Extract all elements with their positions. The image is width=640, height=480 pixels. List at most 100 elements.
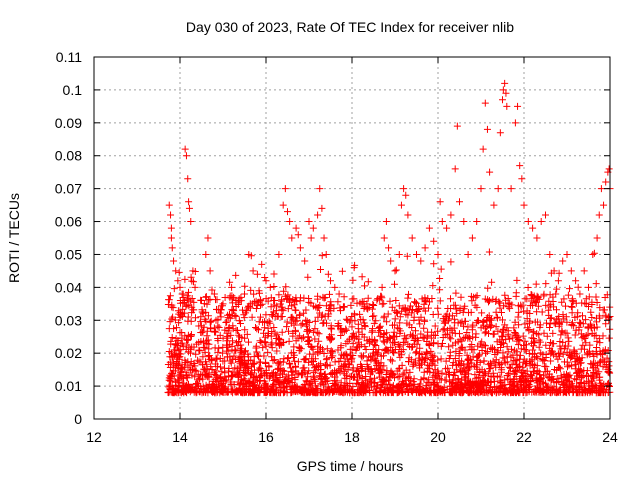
data-point — [187, 218, 195, 226]
data-point — [397, 201, 405, 209]
data-point — [320, 234, 328, 242]
data-point — [425, 224, 433, 232]
x-tick-label: 14 — [172, 429, 188, 445]
data-point — [286, 218, 294, 226]
data-point — [443, 224, 451, 232]
data-point — [516, 162, 524, 170]
data-point — [322, 250, 330, 258]
data-point — [486, 168, 494, 176]
x-axis-label: GPS time / hours — [297, 458, 404, 474]
data-point — [307, 234, 315, 242]
data-point — [554, 277, 562, 285]
data-point — [253, 270, 261, 278]
data-point — [481, 99, 489, 107]
data-point — [305, 218, 313, 226]
data-point — [483, 125, 491, 133]
data-point — [204, 234, 212, 242]
data-point — [176, 283, 184, 291]
data-point — [344, 316, 352, 324]
data-point — [490, 201, 498, 209]
data-point — [206, 267, 214, 275]
y-tick-label: 0.09 — [55, 115, 82, 131]
data-point — [453, 122, 461, 130]
data-point — [514, 102, 522, 110]
data-point — [456, 198, 463, 206]
y-axis-label: ROTI / TECUs — [6, 193, 22, 283]
data-point — [284, 208, 291, 216]
data-point — [165, 201, 173, 209]
data-point — [361, 343, 369, 351]
data-point — [316, 185, 324, 193]
data-point — [309, 224, 317, 232]
data-point — [542, 211, 549, 219]
y-tick-label: 0.05 — [55, 246, 82, 262]
x-tick-label: 18 — [344, 429, 360, 445]
y-tick-label: 0.02 — [55, 345, 82, 361]
data-point — [167, 211, 175, 219]
data-point — [327, 277, 334, 285]
data-point — [301, 257, 309, 265]
data-point — [436, 198, 444, 206]
data-point — [537, 218, 545, 226]
data-point — [597, 185, 605, 193]
data-point — [404, 211, 412, 219]
data-point — [576, 290, 584, 298]
data-point — [202, 250, 210, 258]
data-point — [460, 218, 468, 226]
data-point — [181, 145, 189, 153]
data-point — [180, 297, 188, 305]
y-tick-label: 0.06 — [55, 214, 82, 230]
x-tick-label: 20 — [430, 429, 446, 445]
data-point — [395, 250, 403, 258]
data-point — [335, 290, 343, 298]
data-point — [421, 244, 429, 252]
data-point — [279, 201, 287, 209]
data-point — [210, 290, 218, 298]
data-point — [219, 300, 227, 308]
data-point — [331, 283, 339, 291]
x-tick-label: 16 — [258, 429, 274, 445]
data-point — [595, 211, 603, 219]
data-point — [258, 260, 266, 268]
data-point — [189, 267, 197, 275]
data-point — [292, 224, 300, 232]
data-point — [438, 218, 446, 226]
data-point — [380, 234, 388, 242]
data-point — [185, 198, 193, 206]
data-point — [294, 231, 302, 239]
data-point — [378, 283, 386, 291]
data-point — [296, 244, 304, 252]
data-point — [511, 119, 519, 127]
data-point — [559, 257, 567, 265]
data-point — [288, 234, 296, 242]
data-point — [249, 267, 257, 275]
data-point — [182, 152, 190, 160]
data-point — [262, 277, 270, 285]
data-point — [167, 224, 175, 232]
data-point — [185, 204, 193, 212]
data-point — [580, 267, 588, 275]
data-point — [602, 178, 610, 186]
data-point — [385, 244, 393, 252]
data-point — [339, 303, 347, 311]
data-point — [318, 204, 326, 212]
data-point — [585, 283, 592, 291]
data-point — [477, 185, 485, 193]
data-point — [370, 349, 377, 357]
data-point — [501, 79, 509, 87]
data-point — [496, 129, 504, 137]
data-point — [184, 175, 192, 183]
y-tick-label: 0.01 — [55, 378, 82, 394]
data-point — [167, 234, 175, 242]
data-point — [589, 250, 597, 258]
data-point — [507, 185, 515, 193]
data-point — [413, 250, 420, 258]
data-point — [178, 290, 186, 298]
data-point — [348, 323, 356, 331]
y-tick-label: 0.07 — [55, 181, 82, 197]
data-point — [503, 102, 511, 110]
data-point — [468, 234, 476, 242]
data-point — [567, 267, 575, 275]
data-point — [430, 237, 438, 245]
axis-ticks — [93, 56, 611, 420]
